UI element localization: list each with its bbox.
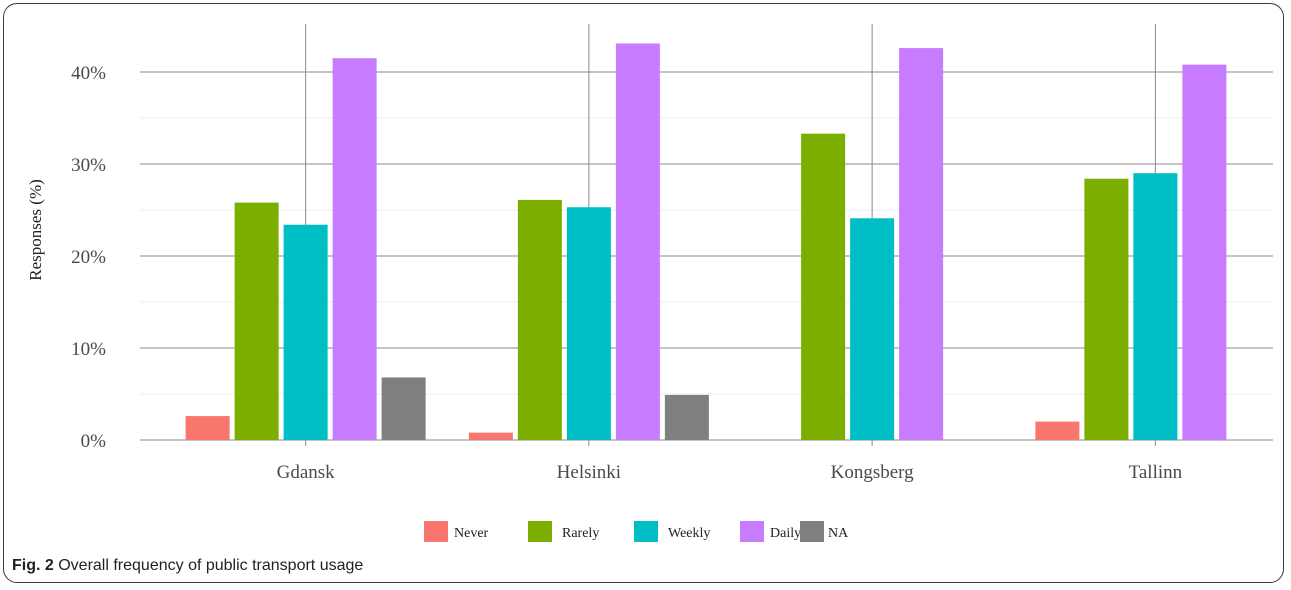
y-tick-label: 10% [71,339,106,360]
caption-label: Fig. 2 [12,557,54,574]
x-tick-label: Tallinn [1129,462,1183,483]
bars [185,43,1227,440]
bar-daily-tallinn [1182,64,1227,440]
legend-label-na: NA [828,526,849,541]
y-tick-label: 40% [71,63,106,84]
x-tick-label: Helsinki [557,462,621,483]
bar-rarely-tallinn [1084,178,1129,440]
caption-text: Overall frequency of public transport us… [58,557,364,574]
bar-na-helsinki [664,394,709,440]
legend-label-weekly: Weekly [668,526,710,541]
bar-never-gdansk [185,416,230,440]
bar-never-helsinki [468,432,513,440]
legend-swatch-weekly [634,521,658,542]
bar-daily-kongsberg [899,48,944,440]
bar-daily-helsinki [615,43,660,440]
bar-rarely-helsinki [517,199,562,440]
bar-weekly-tallinn [1133,173,1178,440]
y-tick-label: 30% [71,155,106,176]
legend-swatch-rarely [528,521,552,542]
bar-daily-gdansk [332,58,377,440]
figure-caption: Fig. 2 Overall frequency of public trans… [12,557,363,575]
bar-na-gdansk [381,377,426,440]
legend-swatch-daily [740,521,764,542]
tick-labels: 0% 10% 20% 30% 40% Gdansk Helsinki Kongsberg Tal… [71,63,1182,483]
bar-rarely-gdansk [234,202,279,440]
y-tick-label: 20% [71,247,106,268]
bar-rarely-kongsberg [801,133,846,440]
legend-swatch-na [800,521,824,542]
bar-weekly-gdansk [283,224,328,440]
legend: Never Rarely Weekly Daily NA [424,521,849,542]
bar-weekly-kongsberg [850,218,895,440]
x-tick-label: Gdansk [277,462,336,483]
legend-label-never: Never [454,526,489,541]
legend-label-daily: Daily [770,526,801,541]
bar-never-tallinn [1035,421,1080,440]
bar-weekly-helsinki [566,207,611,440]
y-axis-label: Responses (%) [26,179,45,281]
legend-label-rarely: Rarely [562,526,599,541]
x-tick-label: Kongsberg [831,462,915,483]
legend-swatch-never [424,521,448,542]
y-tick-label: 0% [81,431,107,452]
